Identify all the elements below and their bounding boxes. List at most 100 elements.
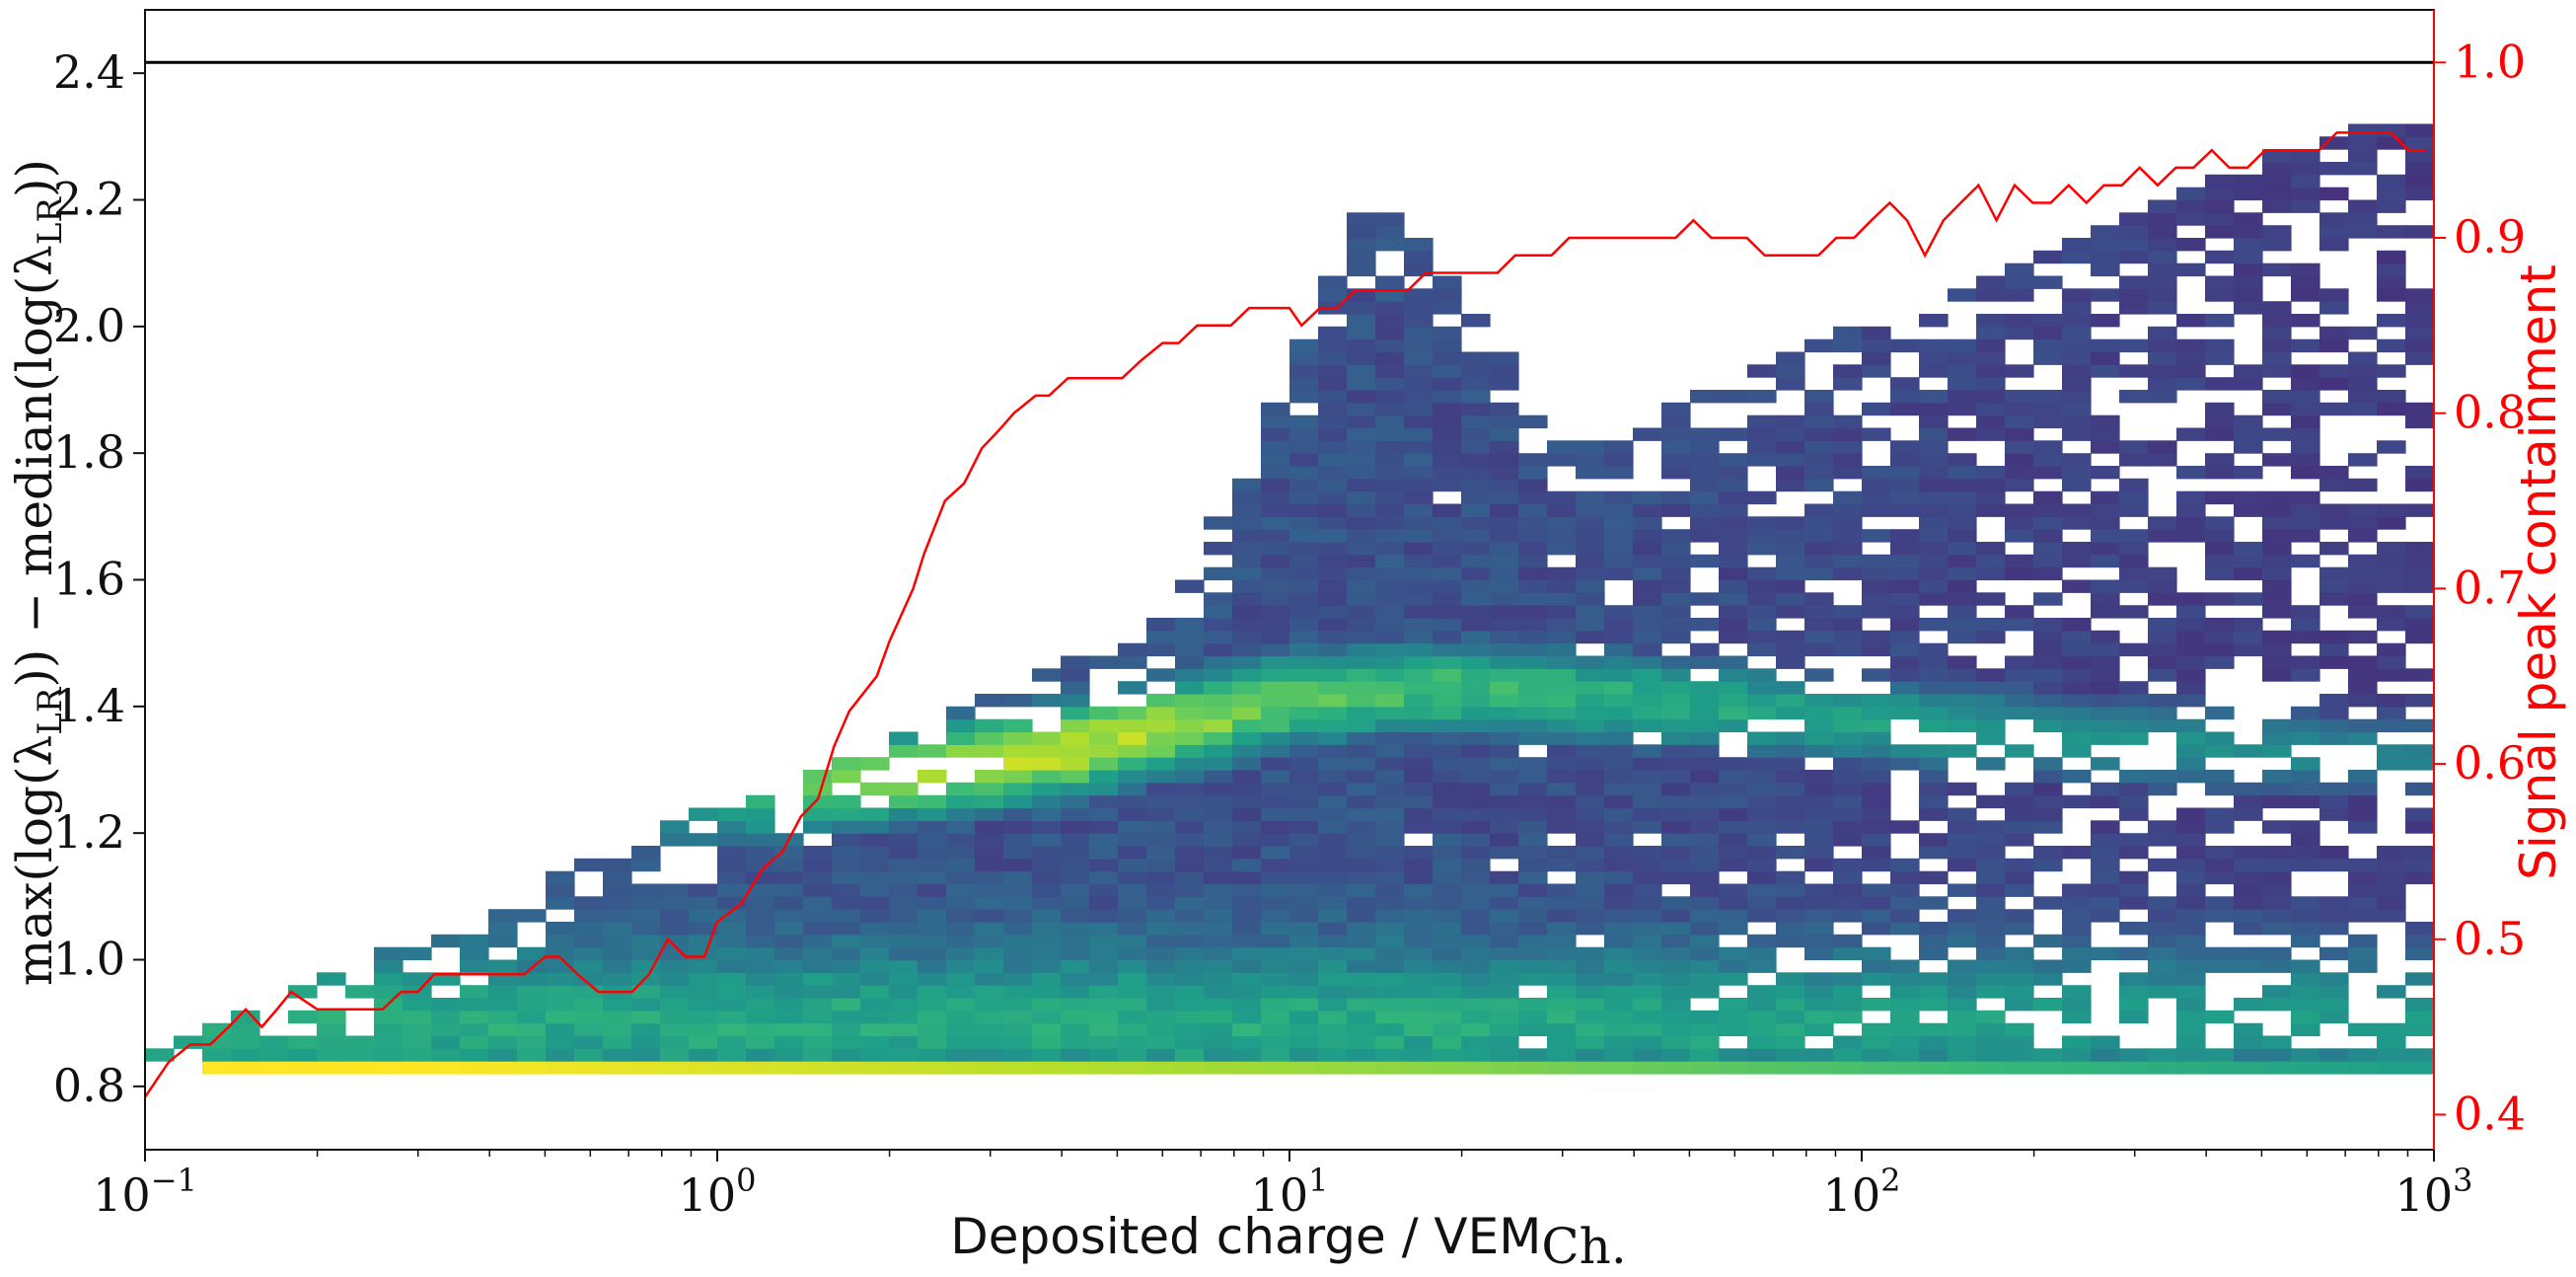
heatmap-cell [2234, 174, 2263, 188]
heatmap-cell [660, 1048, 690, 1062]
heatmap-cell [946, 1035, 976, 1049]
heatmap-cell [2176, 212, 2206, 226]
heatmap-cell [2062, 238, 2092, 252]
heatmap-cell [1375, 807, 1405, 821]
heatmap-cell [1146, 934, 1176, 948]
heatmap-cell [1976, 883, 2006, 897]
heatmap-cell [2377, 858, 2406, 872]
heatmap-cell [1404, 377, 1434, 391]
heatmap-cell [1576, 909, 1605, 923]
heatmap-cell [1948, 655, 1977, 669]
heatmap-cell [1204, 592, 1233, 606]
heatmap-cell [2119, 846, 2149, 860]
heatmap-cell [2176, 503, 2206, 517]
heatmap-cell [1347, 364, 1376, 378]
heatmap-cell [1804, 972, 1834, 986]
heatmap-cell [1719, 858, 1748, 872]
heatmap-cell [975, 807, 1004, 821]
heatmap-cell [803, 782, 833, 796]
heatmap-cell [1547, 985, 1577, 999]
heatmap-cell [1061, 959, 1090, 973]
heatmap-cell [1490, 592, 1519, 606]
heatmap-cell [1146, 668, 1176, 682]
heatmap-cell [2148, 212, 2177, 226]
heatmap-cell [2119, 566, 2149, 581]
heatmap-cell [1232, 503, 1262, 517]
heatmap-cell [1919, 1022, 1949, 1037]
heatmap-cell [1061, 922, 1090, 936]
heatmap-cell [2348, 162, 2378, 176]
y-axis-right-label: Signal peak containment [2510, 264, 2567, 880]
heatmap-cell [1375, 883, 1405, 897]
heatmap-cell [1919, 351, 1949, 365]
heatmap-cell [1490, 1035, 1519, 1049]
heatmap-cell [2291, 466, 2320, 480]
heatmap-cell [1747, 883, 1777, 897]
heatmap-cell [1776, 566, 1805, 581]
heatmap-cell [1003, 896, 1033, 910]
heatmap-cell [2062, 364, 2092, 378]
heatmap-cell [1633, 1061, 1662, 1075]
heatmap-cell [1518, 998, 1548, 1012]
heatmap-cell [631, 946, 661, 961]
heatmap-cell [1547, 516, 1577, 530]
heatmap-cell [746, 1010, 775, 1024]
heatmap-cell [1433, 618, 1462, 632]
heatmap-cell [603, 1022, 632, 1037]
heatmap-cell [1661, 909, 1691, 923]
heatmap-cell [1919, 681, 1949, 695]
heatmap-cell [1919, 618, 1949, 632]
heatmap-cell [2262, 263, 2292, 277]
heatmap-cell [2005, 453, 2034, 467]
heatmap-cell [1833, 718, 1863, 733]
heatmap-cell [1289, 718, 1319, 733]
heatmap-cell [2262, 883, 2292, 897]
heatmap-cell [2148, 706, 2177, 720]
heatmap-cell [1776, 364, 1805, 378]
heatmap-cell [2319, 846, 2349, 860]
heatmap-cell [546, 934, 575, 948]
heatmap-cell [460, 934, 489, 948]
heatmap-cell [1661, 731, 1691, 745]
heatmap-cell [1289, 390, 1319, 404]
heatmap-cell [1318, 529, 1348, 543]
heatmap-cell [517, 972, 547, 986]
heatmap-cell [1547, 453, 1577, 467]
heatmap-cell [2033, 1048, 2063, 1062]
heatmap-cell [1633, 1010, 1662, 1024]
heatmap-cell [1833, 440, 1863, 454]
heatmap-cell [832, 896, 861, 910]
heatmap-cell [1146, 744, 1176, 758]
heatmap-cell [2405, 1010, 2435, 1024]
heatmap-cell [1833, 883, 1863, 897]
heatmap-cell [2119, 694, 2149, 708]
heatmap-cell [345, 1035, 375, 1049]
heatmap-cell [1433, 466, 1462, 480]
heatmap-cell [2348, 453, 2378, 467]
heatmap-cell [1719, 529, 1748, 543]
heatmap-cell [2148, 618, 2177, 632]
heatmap-cell [403, 998, 432, 1012]
heatmap-cell [2205, 427, 2235, 441]
heatmap-cell [2291, 985, 2320, 999]
heatmap-cell [1976, 870, 2006, 885]
heatmap-cell [832, 972, 861, 986]
heatmap-cell [1347, 592, 1376, 606]
heatmap-cell [1719, 694, 1748, 708]
heatmap-cell [1433, 402, 1462, 416]
heatmap-cell [1633, 503, 1662, 517]
heatmap-cell [1919, 757, 1949, 771]
heatmap-cell [1375, 301, 1405, 315]
heatmap-cell [1289, 959, 1319, 973]
heatmap-cell [2234, 846, 2263, 860]
heatmap-cell [1318, 757, 1348, 771]
heatmap-cell [1862, 972, 1891, 986]
heatmap-cell [2205, 630, 2235, 644]
heatmap-cell [1347, 377, 1376, 391]
heatmap-cell [2176, 694, 2206, 708]
heatmap-cell [374, 1010, 404, 1024]
heatmap-cell [1347, 351, 1376, 365]
heatmap-cell [860, 946, 890, 961]
heatmap-cell [1347, 1035, 1376, 1049]
heatmap-cell [1433, 896, 1462, 910]
